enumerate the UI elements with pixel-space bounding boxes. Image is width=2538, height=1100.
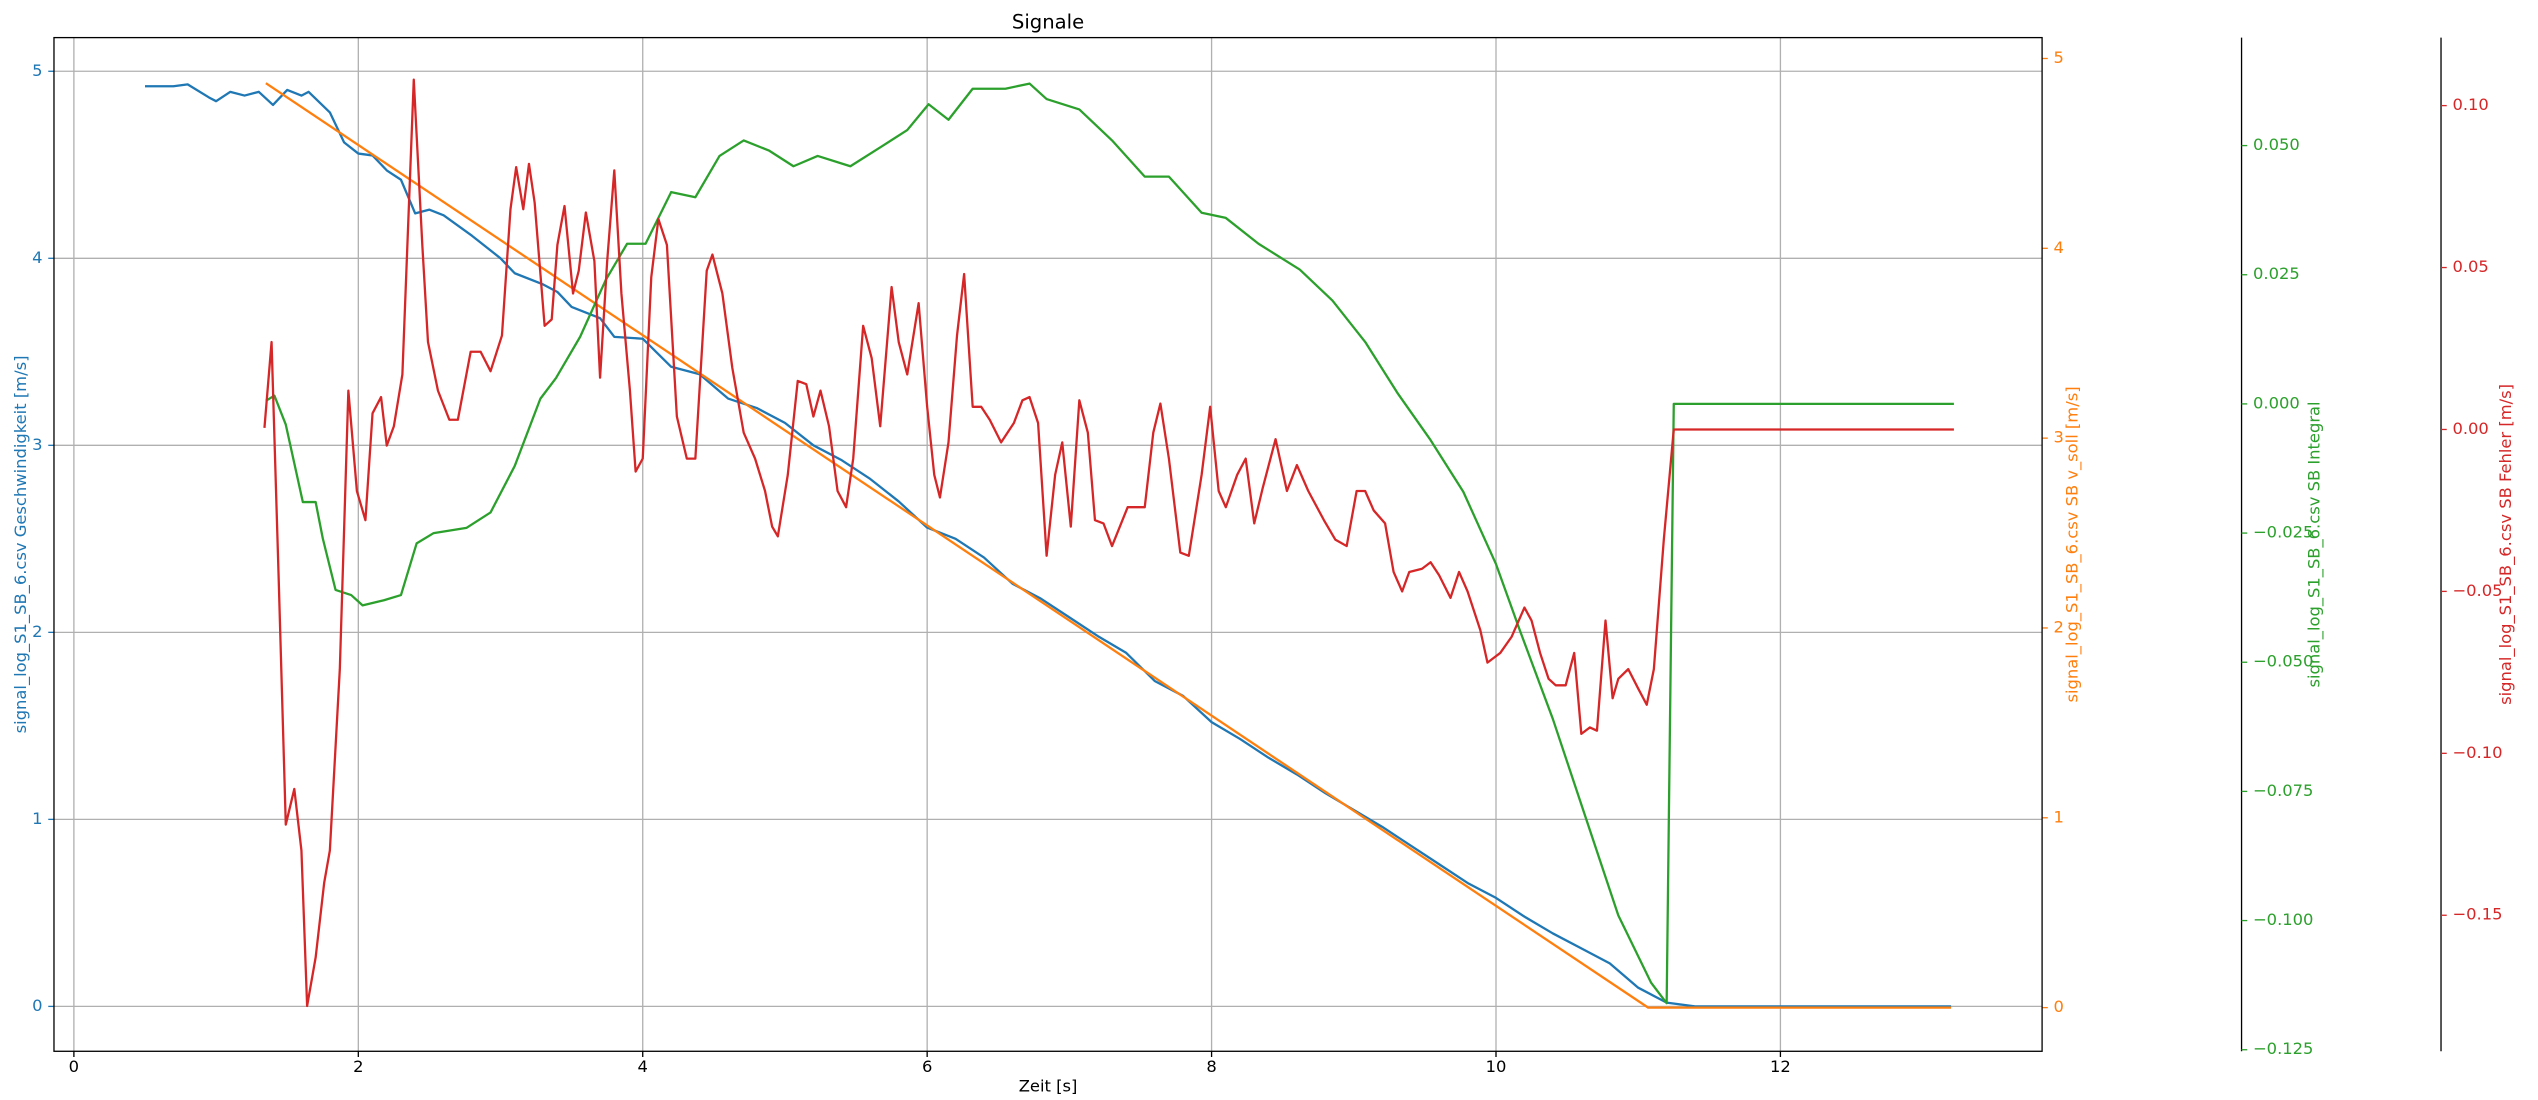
plot-frame — [53, 36, 2043, 1052]
x-tick-label: 0 — [69, 1057, 79, 1076]
y3-tick-label: −0.100 — [2253, 910, 2313, 929]
x-tick-label: 6 — [922, 1057, 932, 1076]
y2-tick-label: 1 — [2054, 807, 2064, 826]
chart-title: Signale — [1012, 10, 1084, 33]
y-tick-label: 5 — [32, 61, 42, 80]
y4-tick-label: −0.15 — [2452, 905, 2502, 924]
y2-tick-label: 0 — [2054, 997, 2064, 1016]
y-tick-label: 0 — [32, 996, 42, 1015]
y3-tick-label: 0.000 — [2253, 393, 2300, 412]
y3-tick-label: −0.025 — [2253, 523, 2313, 542]
y2-axis-label: signal_log_S1_SB_6.csv SB v_soll [m/s] — [2063, 386, 2083, 702]
line-series — [144, 83, 1952, 1008]
y-tick-label: 2 — [32, 622, 42, 641]
y2-tick-label: 5 — [2054, 48, 2064, 67]
y-tick-label: 3 — [32, 435, 42, 454]
line-series — [265, 82, 1952, 1009]
y4-tick-label: 0.05 — [2452, 257, 2488, 276]
x-tick-label: 10 — [1486, 1057, 1507, 1076]
y4-tick-label: 0.00 — [2452, 419, 2488, 438]
y3-tick-label: −0.050 — [2253, 652, 2313, 671]
y2-tick-label: 3 — [2054, 428, 2064, 447]
y3-tick-label: −0.075 — [2253, 781, 2313, 800]
x-tick-label: 4 — [638, 1057, 648, 1076]
line-series — [265, 82, 1954, 1005]
x-tick-label: 2 — [353, 1057, 363, 1076]
y3-tick-label: −0.125 — [2253, 1039, 2313, 1058]
y2-tick-label: 4 — [2054, 238, 2064, 257]
y3-tick-label: 0.025 — [2253, 264, 2300, 283]
y4-axis-label: signal_log_S1_SB_6.csv SB Fehler [m/s] — [2496, 384, 2516, 705]
y4-tick-label: −0.10 — [2452, 743, 2502, 762]
x-tick-label: 8 — [1206, 1057, 1216, 1076]
x-tick-label: 12 — [1770, 1057, 1791, 1076]
y-tick-label: 4 — [32, 248, 42, 267]
y3-axis-label: signal_log_S1_SB_6.csv SB Integral — [2305, 401, 2325, 687]
line-series — [263, 78, 1954, 1008]
x-axis-label: Zeit [s] — [1019, 1077, 1078, 1096]
y3-tick-label: 0.050 — [2253, 135, 2300, 154]
y2-tick-label: 2 — [2054, 617, 2064, 636]
y4-tick-label: 0.10 — [2452, 95, 2488, 114]
y-axis-label: signal_log_S1_SB_6.csv Geschwindigkeit [… — [11, 356, 31, 734]
y-tick-label: 1 — [32, 809, 42, 828]
y4-tick-label: −0.05 — [2452, 581, 2502, 600]
